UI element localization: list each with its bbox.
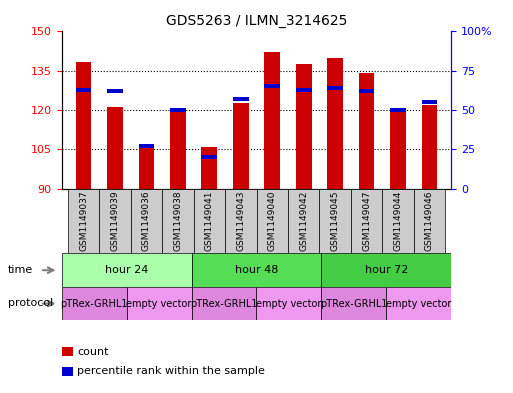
Bar bbox=[107, 107, 123, 189]
Bar bbox=[76, 62, 91, 189]
FancyBboxPatch shape bbox=[68, 189, 100, 253]
Text: empty vector: empty vector bbox=[386, 299, 451, 309]
Bar bbox=[359, 89, 374, 93]
Text: GSM1149043: GSM1149043 bbox=[236, 191, 245, 251]
FancyBboxPatch shape bbox=[256, 287, 322, 320]
Text: percentile rank within the sample: percentile rank within the sample bbox=[77, 366, 265, 376]
Text: time: time bbox=[8, 265, 33, 275]
Bar bbox=[327, 86, 343, 90]
Bar bbox=[296, 64, 311, 189]
Text: GDS5263 / ILMN_3214625: GDS5263 / ILMN_3214625 bbox=[166, 14, 347, 28]
Bar bbox=[327, 58, 343, 189]
Text: hour 24: hour 24 bbox=[105, 265, 148, 275]
Text: GSM1149038: GSM1149038 bbox=[173, 191, 183, 252]
FancyBboxPatch shape bbox=[413, 189, 445, 253]
Bar bbox=[202, 147, 217, 189]
Text: GSM1149040: GSM1149040 bbox=[268, 191, 277, 251]
FancyBboxPatch shape bbox=[193, 189, 225, 253]
Text: GSM1149037: GSM1149037 bbox=[79, 191, 88, 252]
Bar bbox=[170, 111, 186, 189]
Text: GSM1149036: GSM1149036 bbox=[142, 191, 151, 252]
Bar bbox=[107, 89, 123, 93]
Text: GSM1149046: GSM1149046 bbox=[425, 191, 434, 251]
Text: empty vector: empty vector bbox=[256, 299, 322, 309]
FancyBboxPatch shape bbox=[386, 287, 451, 320]
Bar bbox=[296, 88, 311, 92]
Bar bbox=[233, 103, 249, 189]
Text: hour 48: hour 48 bbox=[235, 265, 278, 275]
FancyBboxPatch shape bbox=[131, 189, 162, 253]
Bar bbox=[390, 108, 406, 112]
FancyBboxPatch shape bbox=[100, 189, 131, 253]
Bar bbox=[202, 155, 217, 159]
Bar bbox=[264, 84, 280, 88]
Bar bbox=[422, 105, 437, 189]
Bar bbox=[264, 52, 280, 189]
FancyBboxPatch shape bbox=[62, 287, 127, 320]
Bar bbox=[139, 144, 154, 148]
Bar bbox=[390, 109, 406, 189]
FancyBboxPatch shape bbox=[288, 189, 320, 253]
Text: count: count bbox=[77, 347, 108, 357]
FancyBboxPatch shape bbox=[225, 189, 256, 253]
Text: GSM1149047: GSM1149047 bbox=[362, 191, 371, 251]
Text: GSM1149041: GSM1149041 bbox=[205, 191, 214, 251]
Bar bbox=[422, 100, 437, 104]
Text: pTRex-GRHL1: pTRex-GRHL1 bbox=[190, 299, 258, 309]
Text: pTRex-GRHL1: pTRex-GRHL1 bbox=[320, 299, 388, 309]
Bar bbox=[359, 73, 374, 189]
Text: protocol: protocol bbox=[8, 298, 53, 309]
FancyBboxPatch shape bbox=[322, 287, 386, 320]
FancyBboxPatch shape bbox=[191, 287, 256, 320]
FancyBboxPatch shape bbox=[256, 189, 288, 253]
FancyBboxPatch shape bbox=[62, 253, 191, 287]
FancyBboxPatch shape bbox=[127, 287, 191, 320]
FancyBboxPatch shape bbox=[382, 189, 413, 253]
Text: hour 72: hour 72 bbox=[365, 265, 408, 275]
Bar bbox=[139, 144, 154, 189]
FancyBboxPatch shape bbox=[351, 189, 382, 253]
FancyBboxPatch shape bbox=[162, 189, 193, 253]
FancyBboxPatch shape bbox=[191, 253, 322, 287]
Text: pTRex-GRHL1: pTRex-GRHL1 bbox=[61, 299, 128, 309]
Text: empty vector: empty vector bbox=[126, 299, 192, 309]
Text: GSM1149044: GSM1149044 bbox=[393, 191, 403, 251]
FancyBboxPatch shape bbox=[320, 189, 351, 253]
Bar bbox=[76, 88, 91, 92]
Bar bbox=[233, 97, 249, 101]
Text: GSM1149045: GSM1149045 bbox=[330, 191, 340, 251]
Text: GSM1149042: GSM1149042 bbox=[299, 191, 308, 251]
Bar bbox=[170, 108, 186, 112]
FancyBboxPatch shape bbox=[322, 253, 451, 287]
Text: GSM1149039: GSM1149039 bbox=[110, 191, 120, 252]
